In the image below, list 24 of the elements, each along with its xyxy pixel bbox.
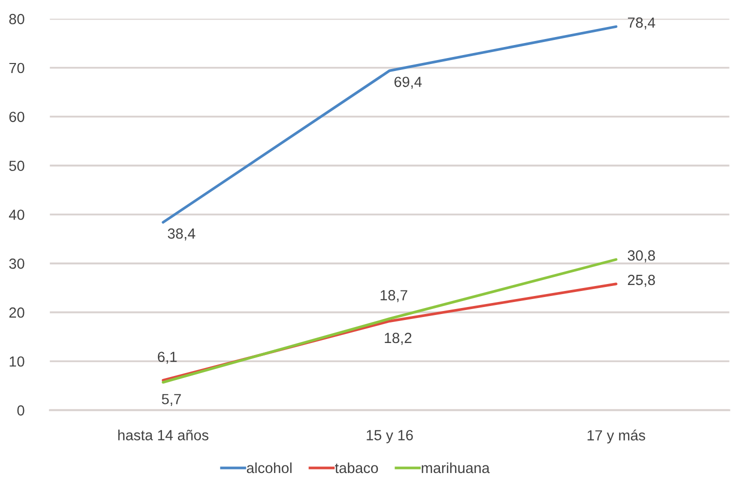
data-label: 30,8 xyxy=(628,250,655,262)
legend-label: marihuana xyxy=(422,462,490,474)
y-tick-label: 60 xyxy=(9,112,24,122)
y-tick-label: 40 xyxy=(8,210,24,220)
x-tick-label: 17 y más xyxy=(588,430,646,444)
y-tick-label: 0 xyxy=(17,405,24,416)
data-label: 25,8 xyxy=(628,274,655,287)
data-label: 69,4 xyxy=(394,76,422,89)
data-label: 18,2 xyxy=(384,332,412,345)
y-tick-label: 10 xyxy=(10,356,24,367)
y-tick-label: 80 xyxy=(9,14,24,24)
legend-label: tabaco xyxy=(334,462,378,474)
x-tick-label: hasta 14 años xyxy=(118,430,208,440)
legend-label: alcohol xyxy=(246,462,292,474)
data-label: 18,7 xyxy=(380,290,408,302)
y-tick-label: 30 xyxy=(9,258,24,269)
x-tick-label: 15 y 16 xyxy=(366,430,413,444)
data-label: 38,4 xyxy=(168,228,196,240)
y-tick-label: 70 xyxy=(9,62,24,74)
y-tick-label: 20 xyxy=(9,307,24,318)
data-label: 5,7 xyxy=(162,394,181,406)
data-label: 6,1 xyxy=(158,352,177,364)
data-label: 78,4 xyxy=(628,17,656,30)
y-tick-label: 50 xyxy=(9,160,24,171)
